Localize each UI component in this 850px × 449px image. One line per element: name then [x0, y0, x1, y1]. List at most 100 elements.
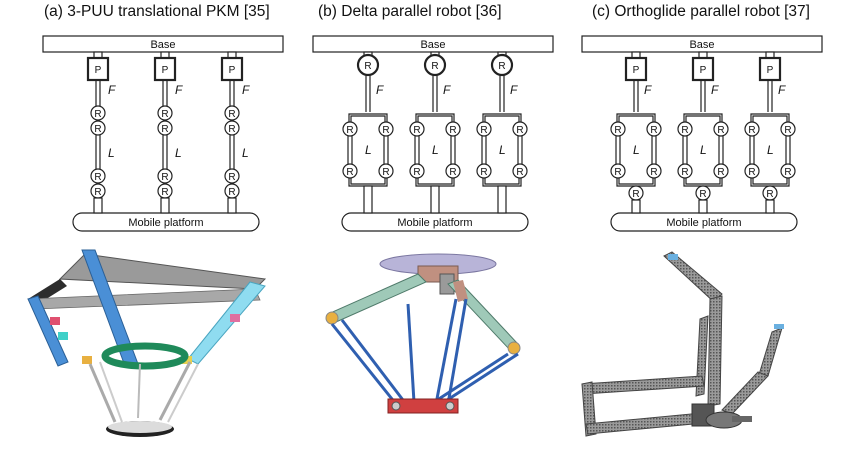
- svg-text:R: R: [228, 172, 235, 183]
- svg-text:R: R: [228, 187, 235, 198]
- leg-b1: R R R R R F L: [342, 51, 394, 214]
- svg-text:P: P: [95, 65, 102, 76]
- svg-text:P: P: [162, 65, 169, 76]
- svg-text:R: R: [480, 167, 487, 178]
- svg-text:L: L: [700, 143, 707, 157]
- leg-b2: R R R R R F L: [409, 51, 461, 214]
- svg-text:L: L: [108, 146, 115, 160]
- svg-text:R: R: [228, 124, 235, 135]
- leg-a3: P R R R R F L: [220, 51, 250, 214]
- svg-text:F: F: [711, 83, 719, 97]
- svg-text:R: R: [94, 124, 101, 135]
- svg-text:R: R: [161, 109, 168, 120]
- leg-a2: P R R R R F L: [153, 51, 183, 214]
- svg-text:R: R: [784, 125, 791, 136]
- kinematic-schematics: .ln { stroke:#222; stroke-width:1.2; fil…: [42, 35, 823, 232]
- prismatic-joint: [758, 56, 782, 82]
- svg-text:R: R: [382, 167, 389, 178]
- platform-label: Mobile platform: [128, 217, 203, 229]
- platform-label: Mobile platform: [397, 217, 472, 229]
- svg-text:R: R: [766, 189, 773, 200]
- svg-text:R: R: [614, 167, 621, 178]
- svg-text:R: R: [498, 61, 505, 72]
- prismatic-joint: [691, 56, 715, 82]
- svg-text:L: L: [242, 146, 249, 160]
- revolute-joint-top: [423, 53, 447, 77]
- svg-text:L: L: [432, 143, 439, 157]
- leg-c1: P R R R R R F L: [610, 51, 662, 214]
- svg-text:R: R: [784, 167, 791, 178]
- base-label: Base: [150, 39, 175, 51]
- render-delta-robot: [325, 253, 521, 414]
- svg-text:R: R: [364, 61, 371, 72]
- svg-text:R: R: [748, 167, 755, 178]
- panel-b-schematic: Base Mobile platform R R R R R F L R R: [312, 35, 554, 232]
- svg-text:R: R: [480, 125, 487, 136]
- svg-text:R: R: [681, 167, 688, 178]
- svg-text:F: F: [376, 83, 384, 97]
- svg-text:R: R: [717, 167, 724, 178]
- svg-text:L: L: [175, 146, 182, 160]
- panel-a-schematic: Base Mobile platform P R R R R F L P R R: [42, 35, 284, 232]
- svg-text:P: P: [633, 65, 640, 76]
- panel-b-title: (b) Delta parallel robot [36]: [318, 3, 502, 20]
- svg-text:R: R: [632, 189, 639, 200]
- svg-text:R: R: [346, 125, 353, 136]
- svg-text:R: R: [382, 125, 389, 136]
- revolute-joint-top: [356, 53, 380, 77]
- svg-text:L: L: [633, 143, 640, 157]
- svg-text:R: R: [431, 61, 438, 72]
- svg-text:R: R: [161, 124, 168, 135]
- svg-text:P: P: [767, 65, 774, 76]
- svg-text:R: R: [94, 109, 101, 120]
- leg-a1: P R R R R F L: [86, 51, 116, 214]
- svg-text:F: F: [443, 83, 451, 97]
- render-orthoglide-robot: [581, 251, 784, 437]
- svg-text:R: R: [346, 167, 353, 178]
- platform-label: Mobile platform: [666, 217, 741, 229]
- svg-text:L: L: [767, 143, 774, 157]
- svg-text:R: R: [681, 125, 688, 136]
- svg-text:R: R: [449, 125, 456, 136]
- prismatic-joint: [86, 56, 110, 82]
- svg-text:F: F: [242, 83, 250, 97]
- svg-text:R: R: [228, 109, 235, 120]
- svg-text:F: F: [644, 83, 652, 97]
- svg-text:L: L: [365, 143, 372, 157]
- svg-text:R: R: [94, 172, 101, 183]
- leg-c3: P R R R R R F L: [744, 51, 796, 214]
- svg-text:R: R: [516, 167, 523, 178]
- svg-text:F: F: [108, 83, 116, 97]
- base-label: Base: [689, 39, 714, 51]
- svg-text:F: F: [175, 83, 183, 97]
- svg-text:R: R: [650, 125, 657, 136]
- base-label: Base: [420, 39, 445, 51]
- panel-a-title: (a) 3-PUU translational PKM [35]: [44, 3, 270, 20]
- prismatic-joint: [153, 56, 177, 82]
- svg-text:F: F: [510, 83, 518, 97]
- revolute-joint-top: [490, 53, 514, 77]
- leg-c2: P R R R R R F L: [677, 51, 729, 214]
- svg-text:R: R: [614, 125, 621, 136]
- svg-text:R: R: [449, 167, 456, 178]
- panel-c-title: (c) Orthoglide parallel robot [37]: [592, 3, 810, 20]
- panel-c-schematic: Base Mobile platform P R R R R R F L P: [581, 35, 823, 232]
- svg-text:R: R: [413, 167, 420, 178]
- svg-text:R: R: [699, 189, 706, 200]
- prismatic-joint: [624, 56, 648, 82]
- prismatic-joint: [220, 56, 244, 82]
- svg-text:R: R: [650, 167, 657, 178]
- svg-text:P: P: [700, 65, 707, 76]
- svg-text:R: R: [161, 187, 168, 198]
- svg-text:R: R: [516, 125, 523, 136]
- svg-text:R: R: [748, 125, 755, 136]
- svg-text:F: F: [778, 83, 786, 97]
- svg-text:R: R: [161, 172, 168, 183]
- svg-text:P: P: [229, 65, 236, 76]
- svg-text:R: R: [94, 187, 101, 198]
- svg-text:L: L: [499, 143, 506, 157]
- leg-b3: R R R R R F L: [476, 51, 528, 214]
- render-3puu-pkm: [27, 249, 267, 437]
- svg-text:R: R: [717, 125, 724, 136]
- svg-text:R: R: [413, 125, 420, 136]
